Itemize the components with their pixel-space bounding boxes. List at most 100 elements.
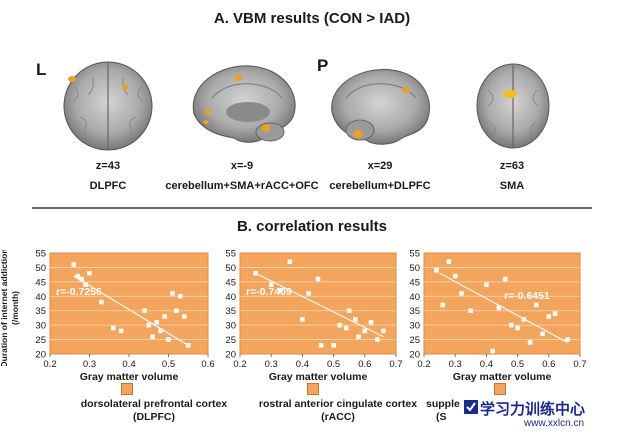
data-point <box>515 325 520 331</box>
activation-blob <box>262 124 270 132</box>
y-tick-label: 40 <box>225 292 236 303</box>
y-tick-label: 30 <box>409 321 420 332</box>
panel-3-coord: x=29 <box>367 160 393 172</box>
x-tick-label: 0.3 <box>449 359 462 370</box>
arrow-marker-icon <box>307 383 319 395</box>
data-point <box>268 282 274 287</box>
y-axis-label-line1: Duration of internet addiction <box>0 250 9 366</box>
x-axis-label: Gray matter volume <box>80 371 179 383</box>
data-point <box>162 314 167 319</box>
data-point <box>521 317 527 322</box>
y-tick-label: 20 <box>225 350 236 361</box>
x-tick-label: 0.6 <box>358 359 371 370</box>
activation-blob <box>353 130 363 138</box>
data-point <box>552 311 558 316</box>
activation-blob <box>203 120 209 124</box>
panel-3-region: cerebellum+DLPFC <box>329 180 431 192</box>
y-tick-label: 20 <box>35 350 46 361</box>
data-point <box>178 294 183 299</box>
data-point <box>452 273 458 279</box>
data-point <box>527 340 533 345</box>
data-point <box>170 291 175 296</box>
activation-blob <box>402 87 410 93</box>
data-point <box>315 276 321 282</box>
y-tick-label: 30 <box>35 321 46 332</box>
data-point <box>110 325 116 331</box>
watermark-title: 学习力训练中心 <box>480 401 586 418</box>
watermark-url: www.xxlcn.cn <box>524 418 585 429</box>
data-point <box>434 268 439 273</box>
data-point <box>318 343 324 348</box>
data-point <box>174 308 179 313</box>
data-point <box>346 308 352 313</box>
x-tick-label: 0.5 <box>162 359 175 370</box>
panel-4-region: SMA <box>499 180 525 192</box>
data-point <box>565 337 570 342</box>
x-tick-label: 0.7 <box>573 359 586 370</box>
data-point <box>287 259 293 264</box>
watermark-logo-icon <box>464 400 478 414</box>
data-point <box>186 343 191 348</box>
y-tick-label: 45 <box>225 277 236 288</box>
section-a-title: A. VBM results (CON > IAD) <box>213 10 411 27</box>
r-value-label: r=-0.6451 <box>504 290 550 302</box>
y-tick-label: 25 <box>409 335 420 346</box>
brain-sagittal-left-image <box>192 65 296 143</box>
activation-blob <box>122 84 128 90</box>
caption-2: rostral anterior cingulate cortex (rACC) <box>218 398 458 424</box>
activation-blob <box>234 75 242 81</box>
x-tick-label: 0.6 <box>201 359 214 370</box>
x-axis-label: Gray matter volume <box>453 371 552 383</box>
data-point <box>496 305 502 311</box>
y-tick-label: 35 <box>35 306 46 317</box>
caption-1: dorsolateral prefrontal cortex (DLPFC) <box>34 398 274 424</box>
x-tick-label: 0.4 <box>296 359 309 370</box>
caption-1-line1: dorsolateral prefrontal cortex <box>80 398 228 410</box>
data-point <box>343 325 349 331</box>
data-point <box>150 334 155 339</box>
y-tick-label: 25 <box>225 335 236 346</box>
data-point <box>534 302 539 308</box>
data-point <box>99 299 104 305</box>
plot-area <box>423 252 581 355</box>
data-point <box>118 328 124 334</box>
x-tick-label: 0.4 <box>480 359 493 370</box>
x-tick-label: 0.5 <box>511 359 524 370</box>
x-tick-label: 0.3 <box>83 359 96 370</box>
data-point <box>381 328 386 334</box>
y-tick-label: 30 <box>225 321 236 332</box>
data-point <box>540 331 545 337</box>
fit-line <box>255 272 384 338</box>
data-point <box>484 282 489 287</box>
y-tick-label: 50 <box>409 263 420 274</box>
brain-axial-dlpfc-image <box>63 61 153 151</box>
data-point <box>509 322 514 328</box>
panel-4-coord: z=63 <box>499 160 525 172</box>
data-point <box>490 348 495 354</box>
arrow-marker-icon <box>494 383 506 395</box>
data-point <box>440 302 445 308</box>
data-point <box>79 276 84 282</box>
activation-blob <box>205 109 211 115</box>
panel-1-coord: z=43 <box>95 160 121 172</box>
r-value-label: r=-0.7409 <box>246 286 292 298</box>
data-point <box>182 314 187 319</box>
arrow-marker-icon <box>121 383 133 395</box>
y-tick-label: 45 <box>409 277 420 288</box>
data-point <box>158 328 163 334</box>
plot-area <box>239 252 397 355</box>
data-point <box>353 317 358 322</box>
data-point <box>71 262 76 267</box>
data-point <box>459 291 464 296</box>
watermark: 学习力训练中心 www.xxlcn.cn <box>462 398 622 434</box>
data-point <box>306 291 311 296</box>
data-point <box>468 308 474 313</box>
data-point <box>146 322 151 328</box>
data-point <box>75 273 80 279</box>
data-point <box>87 270 92 276</box>
y-tick-label: 20 <box>409 350 420 361</box>
posterior-label: P <box>317 56 329 75</box>
data-point <box>300 317 305 322</box>
data-point <box>166 337 171 342</box>
